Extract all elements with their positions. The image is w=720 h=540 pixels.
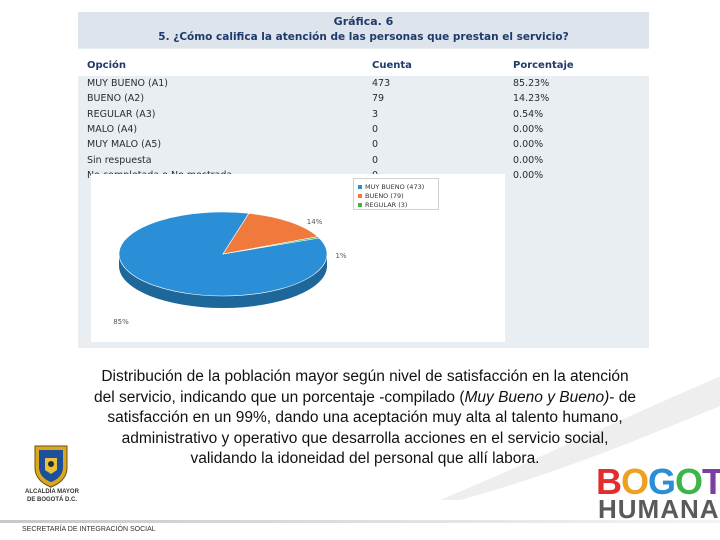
legend-item-regular: REGULAR (3) — [358, 201, 407, 209]
pie-slice-bueno — [222, 213, 319, 255]
table-row: BUENO (A2) 79 14.23% — [78, 92, 649, 107]
table-row: REGULAR (A3) 3 0.54% — [78, 108, 649, 123]
option-cell: Sin respuesta — [87, 154, 152, 166]
option-cell: MUY MALO (A5) — [87, 139, 162, 151]
legend-swatch-icon — [358, 203, 362, 207]
pie-chart-area: 85% 14% 1% — [91, 174, 505, 342]
table-row: MALO (A4) 0 0.00% — [78, 123, 649, 138]
panel-header: Gráfica. 6 5. ¿Cómo califica la atención… — [78, 12, 649, 48]
footer-divider — [0, 520, 720, 523]
percent-cell: 0.54% — [513, 108, 544, 120]
caption-line: administrativo y operativo que desarroll… — [121, 429, 609, 447]
table-row: Sin respuesta 0 0.00% — [78, 154, 649, 169]
logo-letter: G — [648, 461, 676, 502]
pie-slice-label: 14% — [307, 218, 323, 226]
option-cell: BUENO (A2) — [87, 93, 145, 105]
bogota-coat-of-arms-icon — [34, 445, 68, 488]
footer-text: SECRETARÍA DE INTEGRACIÓN SOCIAL — [22, 526, 156, 533]
legend-swatch-icon — [358, 194, 362, 198]
count-cell: 0 — [372, 139, 379, 151]
pie-slice-regular — [222, 236, 320, 255]
option-cell: REGULAR (A3) — [87, 108, 156, 120]
count-cell: 0 — [372, 123, 379, 135]
footer-bar — [0, 520, 720, 540]
count-cell: 79 — [372, 93, 385, 105]
column-header-option: Opción — [87, 60, 127, 71]
pie-chart: 85% 14% 1% — [113, 211, 347, 326]
pie-slice-label: 1% — [335, 252, 346, 260]
logo-letter: T — [702, 461, 720, 502]
humana-logo-text: HUMANA — [598, 494, 720, 524]
logo-letter: B — [596, 461, 622, 502]
percent-cell: 0.00% — [513, 169, 544, 181]
percent-cell: 0.00% — [513, 123, 544, 135]
caption-line: satisfacción en un 99%, dando una acepta… — [107, 409, 623, 426]
table-row: MUY MALO (A5) 0 0.00% — [78, 138, 649, 153]
legend-item-muy-bueno: MUY BUENO (473) — [358, 183, 424, 191]
logo-letter: O — [675, 461, 703, 502]
legend-swatch-icon — [358, 185, 362, 189]
column-header-percent: Porcentaje — [513, 60, 574, 71]
bogota-humana-logo: BOGOTÁ — [596, 464, 720, 500]
count-cell: 473 — [372, 78, 391, 89]
decorative-swoosh — [440, 376, 720, 500]
survey-question: 5. ¿Cómo califica la atención de las per… — [158, 31, 569, 43]
percent-cell: 85.23% — [513, 78, 550, 89]
count-cell: 3 — [372, 108, 379, 120]
count-cell: 0 — [372, 154, 379, 166]
chart-title: Gráfica. 6 — [333, 15, 394, 28]
logo-letter: O — [621, 461, 649, 502]
percent-cell: 0.00% — [513, 139, 544, 151]
option-cell: MUY BUENO (A1) — [87, 78, 169, 89]
caption-line: Distribución de la población mayor según… — [101, 368, 629, 385]
caption-line: del servicio, indicando que un porcentaj… — [94, 388, 636, 406]
table-row: MUY BUENO (A1) 473 85.23% — [78, 77, 649, 92]
caption-line: validando la idoneidad del personal que … — [190, 450, 540, 467]
column-header-count: Cuenta — [372, 60, 412, 71]
chart-legend: MUY BUENO (473) BUENO (79) REGULAR (3) — [353, 178, 439, 210]
option-cell: MALO (A4) — [87, 123, 138, 135]
alcaldia-logo-text: ALCALDÍA MAYOR DE BOGOTÁ D.C. — [25, 489, 79, 503]
percent-cell: 0.00% — [513, 154, 544, 166]
legend-item-bueno: BUENO (79) — [358, 192, 404, 200]
table-header: Opción Cuenta Porcentaje — [78, 49, 649, 76]
percent-cell: 14.23% — [513, 93, 550, 105]
pie-slice-label: 85% — [113, 318, 129, 326]
slide-caption: Distribución de la población mayor según… — [40, 367, 690, 470]
pie-slice-side — [119, 254, 327, 308]
